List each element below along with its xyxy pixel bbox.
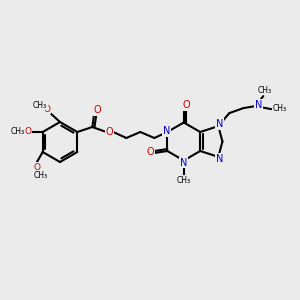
Text: CH₃: CH₃ bbox=[257, 85, 272, 94]
Text: N: N bbox=[255, 100, 262, 110]
Text: CH₃: CH₃ bbox=[272, 103, 286, 112]
Text: O: O bbox=[44, 104, 50, 113]
Text: CH₃: CH₃ bbox=[177, 176, 191, 185]
Text: CH₃: CH₃ bbox=[33, 100, 47, 109]
Text: N: N bbox=[163, 126, 170, 136]
Text: O: O bbox=[33, 163, 40, 172]
Text: CH₃: CH₃ bbox=[34, 172, 48, 181]
Text: O: O bbox=[146, 147, 154, 157]
Text: N: N bbox=[216, 119, 223, 129]
Text: O: O bbox=[183, 100, 190, 110]
Text: N: N bbox=[180, 158, 188, 167]
Text: CH₃: CH₃ bbox=[11, 127, 25, 136]
Text: N: N bbox=[216, 154, 223, 164]
Text: O: O bbox=[24, 127, 31, 136]
Text: O: O bbox=[106, 127, 113, 137]
Text: O: O bbox=[94, 105, 101, 115]
